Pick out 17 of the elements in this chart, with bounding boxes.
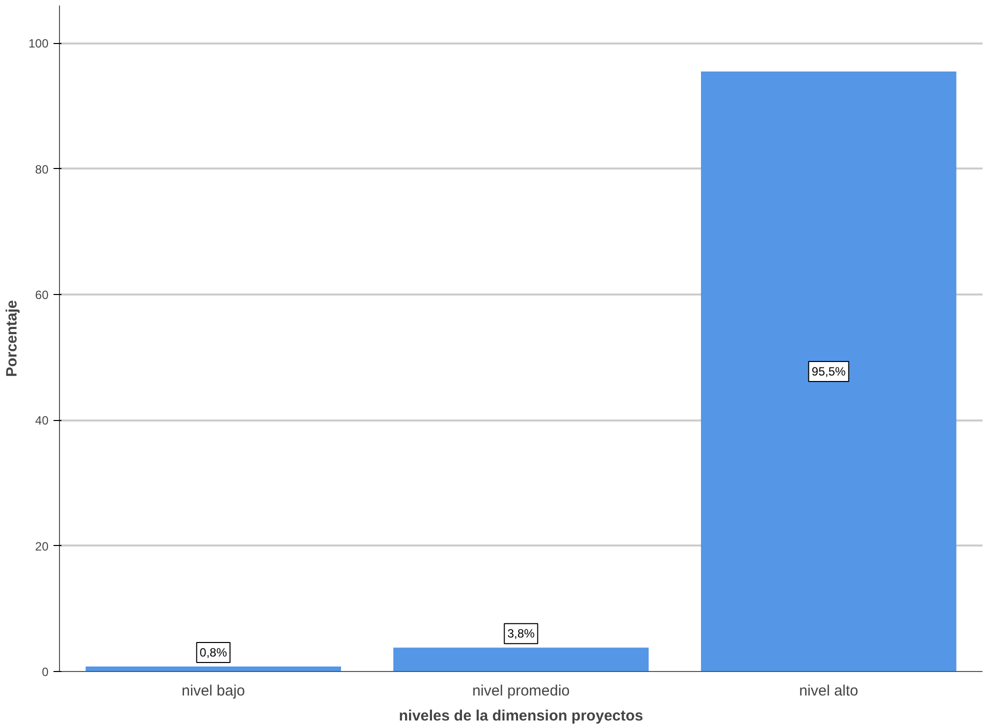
- x-tick-label: nivel alto: [799, 682, 858, 700]
- bar: [700, 71, 956, 672]
- y-tick-label: 20: [35, 539, 49, 554]
- bar: [86, 666, 342, 672]
- data-label: 0,8%: [200, 645, 228, 660]
- y-tick-label: 60: [35, 288, 49, 302]
- y-tick-label: 0: [42, 665, 49, 679]
- y-tick-label: 100: [28, 36, 49, 51]
- y-axis-title: Porcentaje: [3, 300, 20, 377]
- bar: [393, 648, 649, 672]
- y-tick-label: 80: [35, 162, 49, 176]
- x-tick-label: nivel promedio: [472, 682, 570, 700]
- x-axis-title: niveles de la dimension proyectos: [398, 708, 644, 724]
- x-tick-label: nivel bajo: [182, 682, 246, 700]
- data-label: 95,5%: [812, 364, 846, 378]
- data-label: 3,8%: [507, 626, 536, 641]
- y-tick-label: 40: [35, 414, 49, 428]
